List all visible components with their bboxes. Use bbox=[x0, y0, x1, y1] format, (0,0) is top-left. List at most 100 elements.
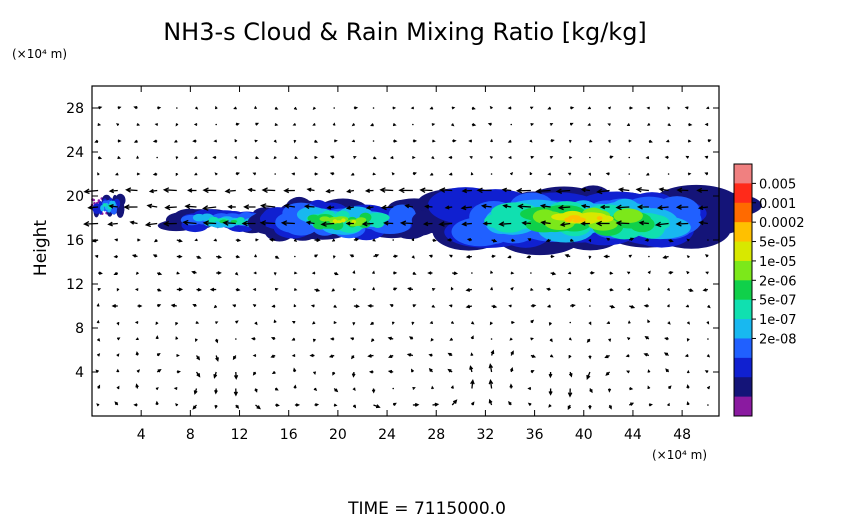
wind-vector bbox=[346, 188, 355, 194]
colorbar-swatch bbox=[734, 183, 752, 204]
wind-vector bbox=[367, 353, 374, 358]
wind-vector bbox=[643, 304, 649, 308]
wind-vector bbox=[557, 204, 571, 211]
wind-vector bbox=[488, 378, 494, 389]
wind-vector bbox=[392, 287, 398, 291]
cloud-blob bbox=[236, 216, 245, 223]
wind-vector bbox=[501, 187, 512, 193]
wind-vector bbox=[368, 370, 374, 374]
wind-vector bbox=[668, 385, 672, 389]
wind-vector bbox=[137, 304, 143, 308]
wind-vector bbox=[352, 387, 356, 391]
wind-vector bbox=[96, 319, 100, 324]
wind-vector bbox=[409, 336, 414, 340]
wind-vector bbox=[647, 369, 651, 373]
wind-vector bbox=[136, 155, 139, 159]
wind-vector bbox=[155, 321, 159, 326]
wind-vector bbox=[137, 238, 141, 242]
wind-vector bbox=[569, 238, 575, 242]
wind-vector bbox=[465, 304, 473, 309]
wind-vector bbox=[353, 304, 360, 309]
cloud-blob bbox=[572, 219, 581, 223]
wind-vector bbox=[412, 402, 420, 407]
cloud-blob bbox=[351, 220, 357, 224]
wind-vector bbox=[247, 187, 256, 193]
wind-vector bbox=[372, 140, 375, 142]
wind-vector bbox=[393, 139, 398, 143]
wind-vector bbox=[647, 385, 651, 390]
wind-vector bbox=[549, 123, 554, 126]
wind-vector bbox=[252, 288, 257, 292]
wind-vector bbox=[176, 370, 181, 374]
wind-vector bbox=[429, 106, 434, 110]
wind-vector bbox=[599, 204, 610, 210]
wind-vector bbox=[334, 139, 338, 143]
wind-vector bbox=[510, 287, 514, 291]
wind-vector bbox=[332, 122, 336, 126]
wind-vector bbox=[233, 371, 239, 380]
wind-vector bbox=[111, 304, 118, 308]
wind-vector bbox=[568, 355, 572, 359]
wind-vector bbox=[113, 271, 119, 276]
wind-vector bbox=[668, 238, 674, 243]
wind-vector bbox=[254, 139, 259, 143]
wind-vector bbox=[511, 238, 516, 242]
wind-vector bbox=[270, 354, 276, 358]
wind-vector bbox=[419, 187, 433, 193]
colorbar-label: 2e-06 bbox=[759, 274, 797, 289]
wind-vector bbox=[589, 305, 591, 307]
wind-vector bbox=[667, 173, 670, 175]
wind-vector bbox=[333, 271, 339, 276]
wind-vector bbox=[309, 353, 315, 358]
wind-vector bbox=[83, 221, 99, 227]
wind-vector bbox=[350, 172, 355, 176]
wind-vector bbox=[271, 304, 276, 308]
wind-vector bbox=[364, 188, 374, 193]
wind-vector bbox=[94, 254, 99, 258]
wind-vector bbox=[187, 188, 197, 193]
wind-vector bbox=[216, 271, 222, 275]
wind-vector bbox=[628, 254, 633, 258]
wind-vector bbox=[587, 123, 591, 126]
wind-vector bbox=[383, 220, 394, 226]
wind-vector bbox=[202, 205, 217, 211]
wind-vector bbox=[146, 203, 158, 209]
wind-vector bbox=[116, 353, 120, 357]
wind-vector bbox=[535, 188, 551, 194]
wind-vector bbox=[331, 288, 335, 292]
colorbar-label: 1e-07 bbox=[759, 313, 797, 328]
wind-vector bbox=[155, 400, 159, 406]
wind-vector bbox=[580, 203, 591, 209]
wind-vector bbox=[252, 371, 257, 376]
wind-vector bbox=[490, 349, 495, 356]
wind-vector bbox=[568, 337, 572, 341]
wind-vector bbox=[668, 270, 674, 275]
wind-vector bbox=[195, 106, 199, 110]
wind-vector bbox=[450, 286, 454, 291]
wind-vector bbox=[647, 319, 651, 323]
wind-vector bbox=[87, 204, 99, 211]
wind-vector bbox=[135, 351, 140, 356]
wind-vector bbox=[291, 172, 296, 176]
wind-vector bbox=[162, 220, 177, 227]
wind-vector bbox=[515, 187, 531, 194]
wind-vector bbox=[667, 288, 671, 292]
wind-vector bbox=[412, 139, 418, 143]
wind-vector bbox=[371, 270, 375, 274]
wind-vector bbox=[509, 366, 514, 373]
wind-vector bbox=[373, 156, 377, 160]
wind-vector bbox=[586, 338, 591, 343]
wind-vector bbox=[566, 287, 571, 292]
colorbar-swatch bbox=[734, 222, 752, 242]
wind-vector bbox=[392, 106, 397, 110]
wind-vector bbox=[114, 238, 118, 242]
wind-vector bbox=[176, 107, 178, 109]
wind-vector bbox=[491, 304, 498, 309]
wind-vector bbox=[134, 288, 139, 292]
wind-vector bbox=[429, 172, 434, 176]
wind-vector bbox=[274, 255, 280, 259]
wind-vector bbox=[125, 187, 138, 193]
wind-vector bbox=[530, 337, 534, 341]
wind-vector bbox=[195, 355, 201, 361]
wind-vector bbox=[331, 238, 336, 242]
